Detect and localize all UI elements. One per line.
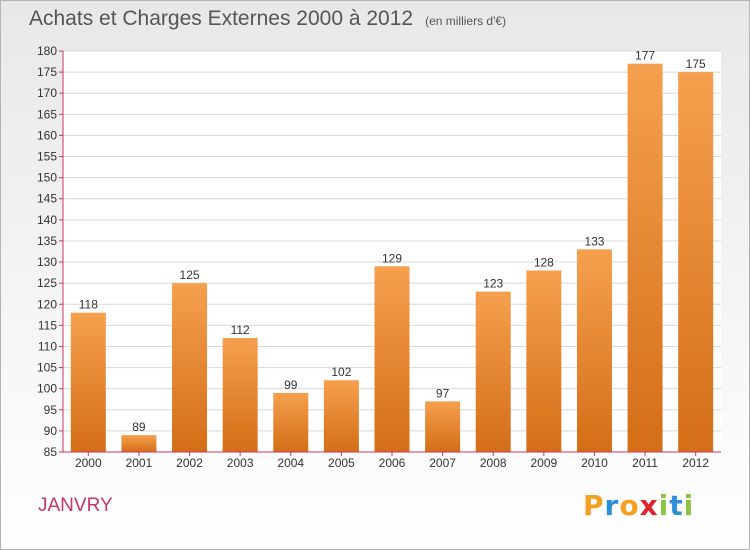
bar [273,392,309,452]
y-tick-label: 170 [37,86,57,100]
bar-value-label: 177 [635,49,655,63]
logo-letter: t [669,489,684,522]
bar-value-label: 129 [382,251,402,265]
bar [222,338,258,452]
x-tick-label: 2012 [682,456,709,470]
y-tick-label: 175 [37,65,57,79]
y-tick-label: 100 [37,382,57,396]
logo-letter: x [639,489,659,522]
y-tick-label: 95 [44,403,58,417]
bar-value-label: 89 [132,420,146,434]
y-tick-label: 105 [37,361,57,375]
bar [678,72,714,453]
bar-value-label: 118 [79,298,98,312]
x-tick-label: 2008 [480,456,507,470]
bar [526,270,562,452]
y-tick-label: 120 [37,297,57,311]
bar [70,312,106,452]
bar [627,63,663,453]
x-tick-label: 2001 [126,456,153,470]
y-tick-label: 85 [44,445,58,459]
bar-value-label: 123 [483,277,503,291]
bar-value-label: 175 [686,57,706,71]
y-tick-label: 90 [44,424,58,438]
bar [425,401,461,452]
y-tick-label: 140 [37,213,57,227]
y-tick-label: 160 [37,128,57,142]
bar-value-label: 112 [231,323,250,337]
bar [172,283,208,452]
y-tick-label: 155 [37,150,57,164]
y-tick-label: 135 [37,234,57,248]
logo-letter: o [619,489,640,522]
bar-value-label: 128 [534,255,554,269]
bar [121,435,157,452]
logo-letter: i [658,489,670,522]
x-tick-label: 2006 [379,456,406,470]
x-tick-label: 2002 [176,456,203,470]
bar-value-label: 133 [584,234,604,248]
bar [323,380,359,452]
bar-value-label: 99 [284,378,298,392]
x-tick-label: 2011 [632,456,658,470]
bar-value-label: 97 [436,386,450,400]
bar [374,266,410,452]
y-tick-label: 145 [37,192,57,206]
y-tick-label: 130 [37,255,57,269]
chart-title-text: Achats et Charges Externes 2000 à 2012 [29,7,414,30]
x-tick-label: 2000 [75,456,102,470]
bar [576,249,612,452]
y-tick-label: 125 [37,276,57,290]
bar-value-label: 102 [331,365,351,379]
bar [475,291,511,452]
x-tick-label: 2003 [227,456,254,470]
logo-letter: i [683,489,695,522]
bar-value-label: 125 [180,268,200,282]
x-tick-label: 2010 [581,456,608,470]
commune-name: JANVRY [38,495,113,516]
y-tick-label: 150 [37,171,57,185]
x-tick-label: 2005 [328,456,355,470]
chart-subtitle: (en milliers d'€) [425,14,507,28]
logo-letter: P [583,489,605,522]
y-tick-label: 165 [37,107,57,121]
y-tick-label: 180 [37,44,57,58]
x-tick-label: 2007 [429,456,456,470]
proxiti-logo: Proxiti [583,489,694,522]
y-tick-label: 110 [38,339,57,353]
x-tick-label: 2009 [530,456,557,470]
chart-title: Achats et Charges Externes 2000 à 2012 (e… [29,7,506,31]
logo-letter: r [604,489,620,522]
y-tick-label: 115 [38,318,57,332]
x-tick-label: 2004 [277,456,304,470]
